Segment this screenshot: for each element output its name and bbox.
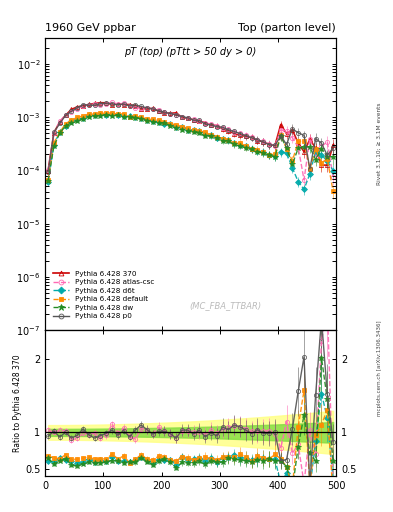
Text: Rivet 3.1.10; ≥ 3.1M events: Rivet 3.1.10; ≥ 3.1M events <box>377 102 382 185</box>
Text: pT (top) (pTtt > 50 dy > 0): pT (top) (pTtt > 50 dy > 0) <box>125 47 257 57</box>
Y-axis label: Ratio to Pythia 6.428 370: Ratio to Pythia 6.428 370 <box>13 354 22 452</box>
Text: mcplots.cern.ch [arXiv:1306.3436]: mcplots.cern.ch [arXiv:1306.3436] <box>377 321 382 416</box>
Text: Top (parton level): Top (parton level) <box>238 23 336 33</box>
Text: (MC_FBA_TTBAR): (MC_FBA_TTBAR) <box>189 301 262 310</box>
Legend: Pythia 6.428 370, Pythia 6.428 atlas-csc, Pythia 6.428 d6t, Pythia 6.428 default: Pythia 6.428 370, Pythia 6.428 atlas-csc… <box>52 269 156 321</box>
Text: 1960 GeV ppbar: 1960 GeV ppbar <box>45 23 136 33</box>
